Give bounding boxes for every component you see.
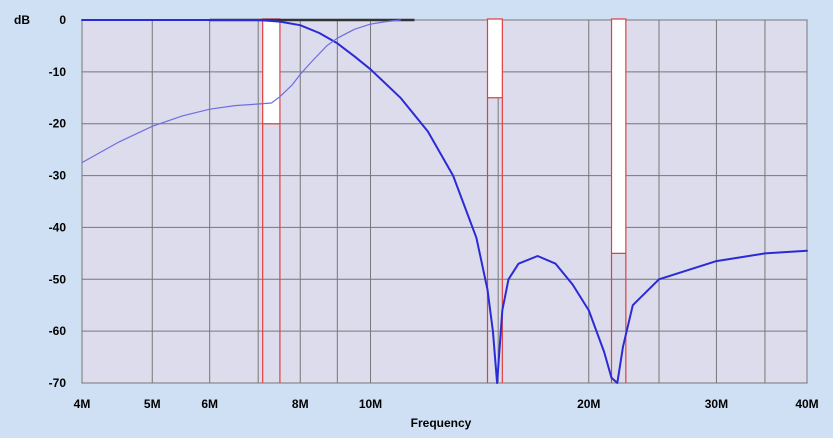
x-tick-label-7: 40M <box>795 397 818 411</box>
mask-region-fill-2 <box>611 19 626 254</box>
y-tick-label-6: -60 <box>49 324 67 338</box>
mask-region-outline-1 <box>486 18 503 383</box>
y-tick-label-2: -20 <box>49 117 67 131</box>
y-tick-label-4: -40 <box>49 220 67 234</box>
y-tick-labels: 0 -10 -20 -30 -40 -50 -60 -70 <box>49 13 67 390</box>
y-tick-label-3: -30 <box>49 169 67 183</box>
series-lines <box>81 18 808 384</box>
mask-regions <box>262 18 627 383</box>
mask-region-fill-1 <box>487 19 503 98</box>
x-tick-label-3: 8M <box>292 397 309 411</box>
x-tick-label-2: 6M <box>201 397 218 411</box>
y-axis-label: dB <box>14 13 30 27</box>
y-tick-label-5: -50 <box>49 272 67 286</box>
grid-lines <box>81 19 808 384</box>
x-tick-label-5: 20M <box>577 397 600 411</box>
y-tick-label-1: -10 <box>49 65 67 79</box>
x-tick-label-1: 5M <box>144 397 161 411</box>
x-axis-label: Frequency <box>411 416 472 430</box>
series-line-1 <box>81 19 402 164</box>
x-tick-label-0: 4M <box>74 397 91 411</box>
y-tick-label-0: 0 <box>59 13 66 27</box>
y-tick-label-7: -70 <box>49 376 67 390</box>
x-tick-label-4: 10M <box>359 397 382 411</box>
mask-region-fill-0 <box>262 19 280 124</box>
x-tick-labels: 4M 5M 6M 8M 10M 20M 30M 40M <box>74 397 819 411</box>
series-line-0 <box>81 19 808 384</box>
plot-area <box>81 19 808 384</box>
x-tick-label-6: 30M <box>705 397 728 411</box>
mask-region-outline-2 <box>610 18 627 383</box>
